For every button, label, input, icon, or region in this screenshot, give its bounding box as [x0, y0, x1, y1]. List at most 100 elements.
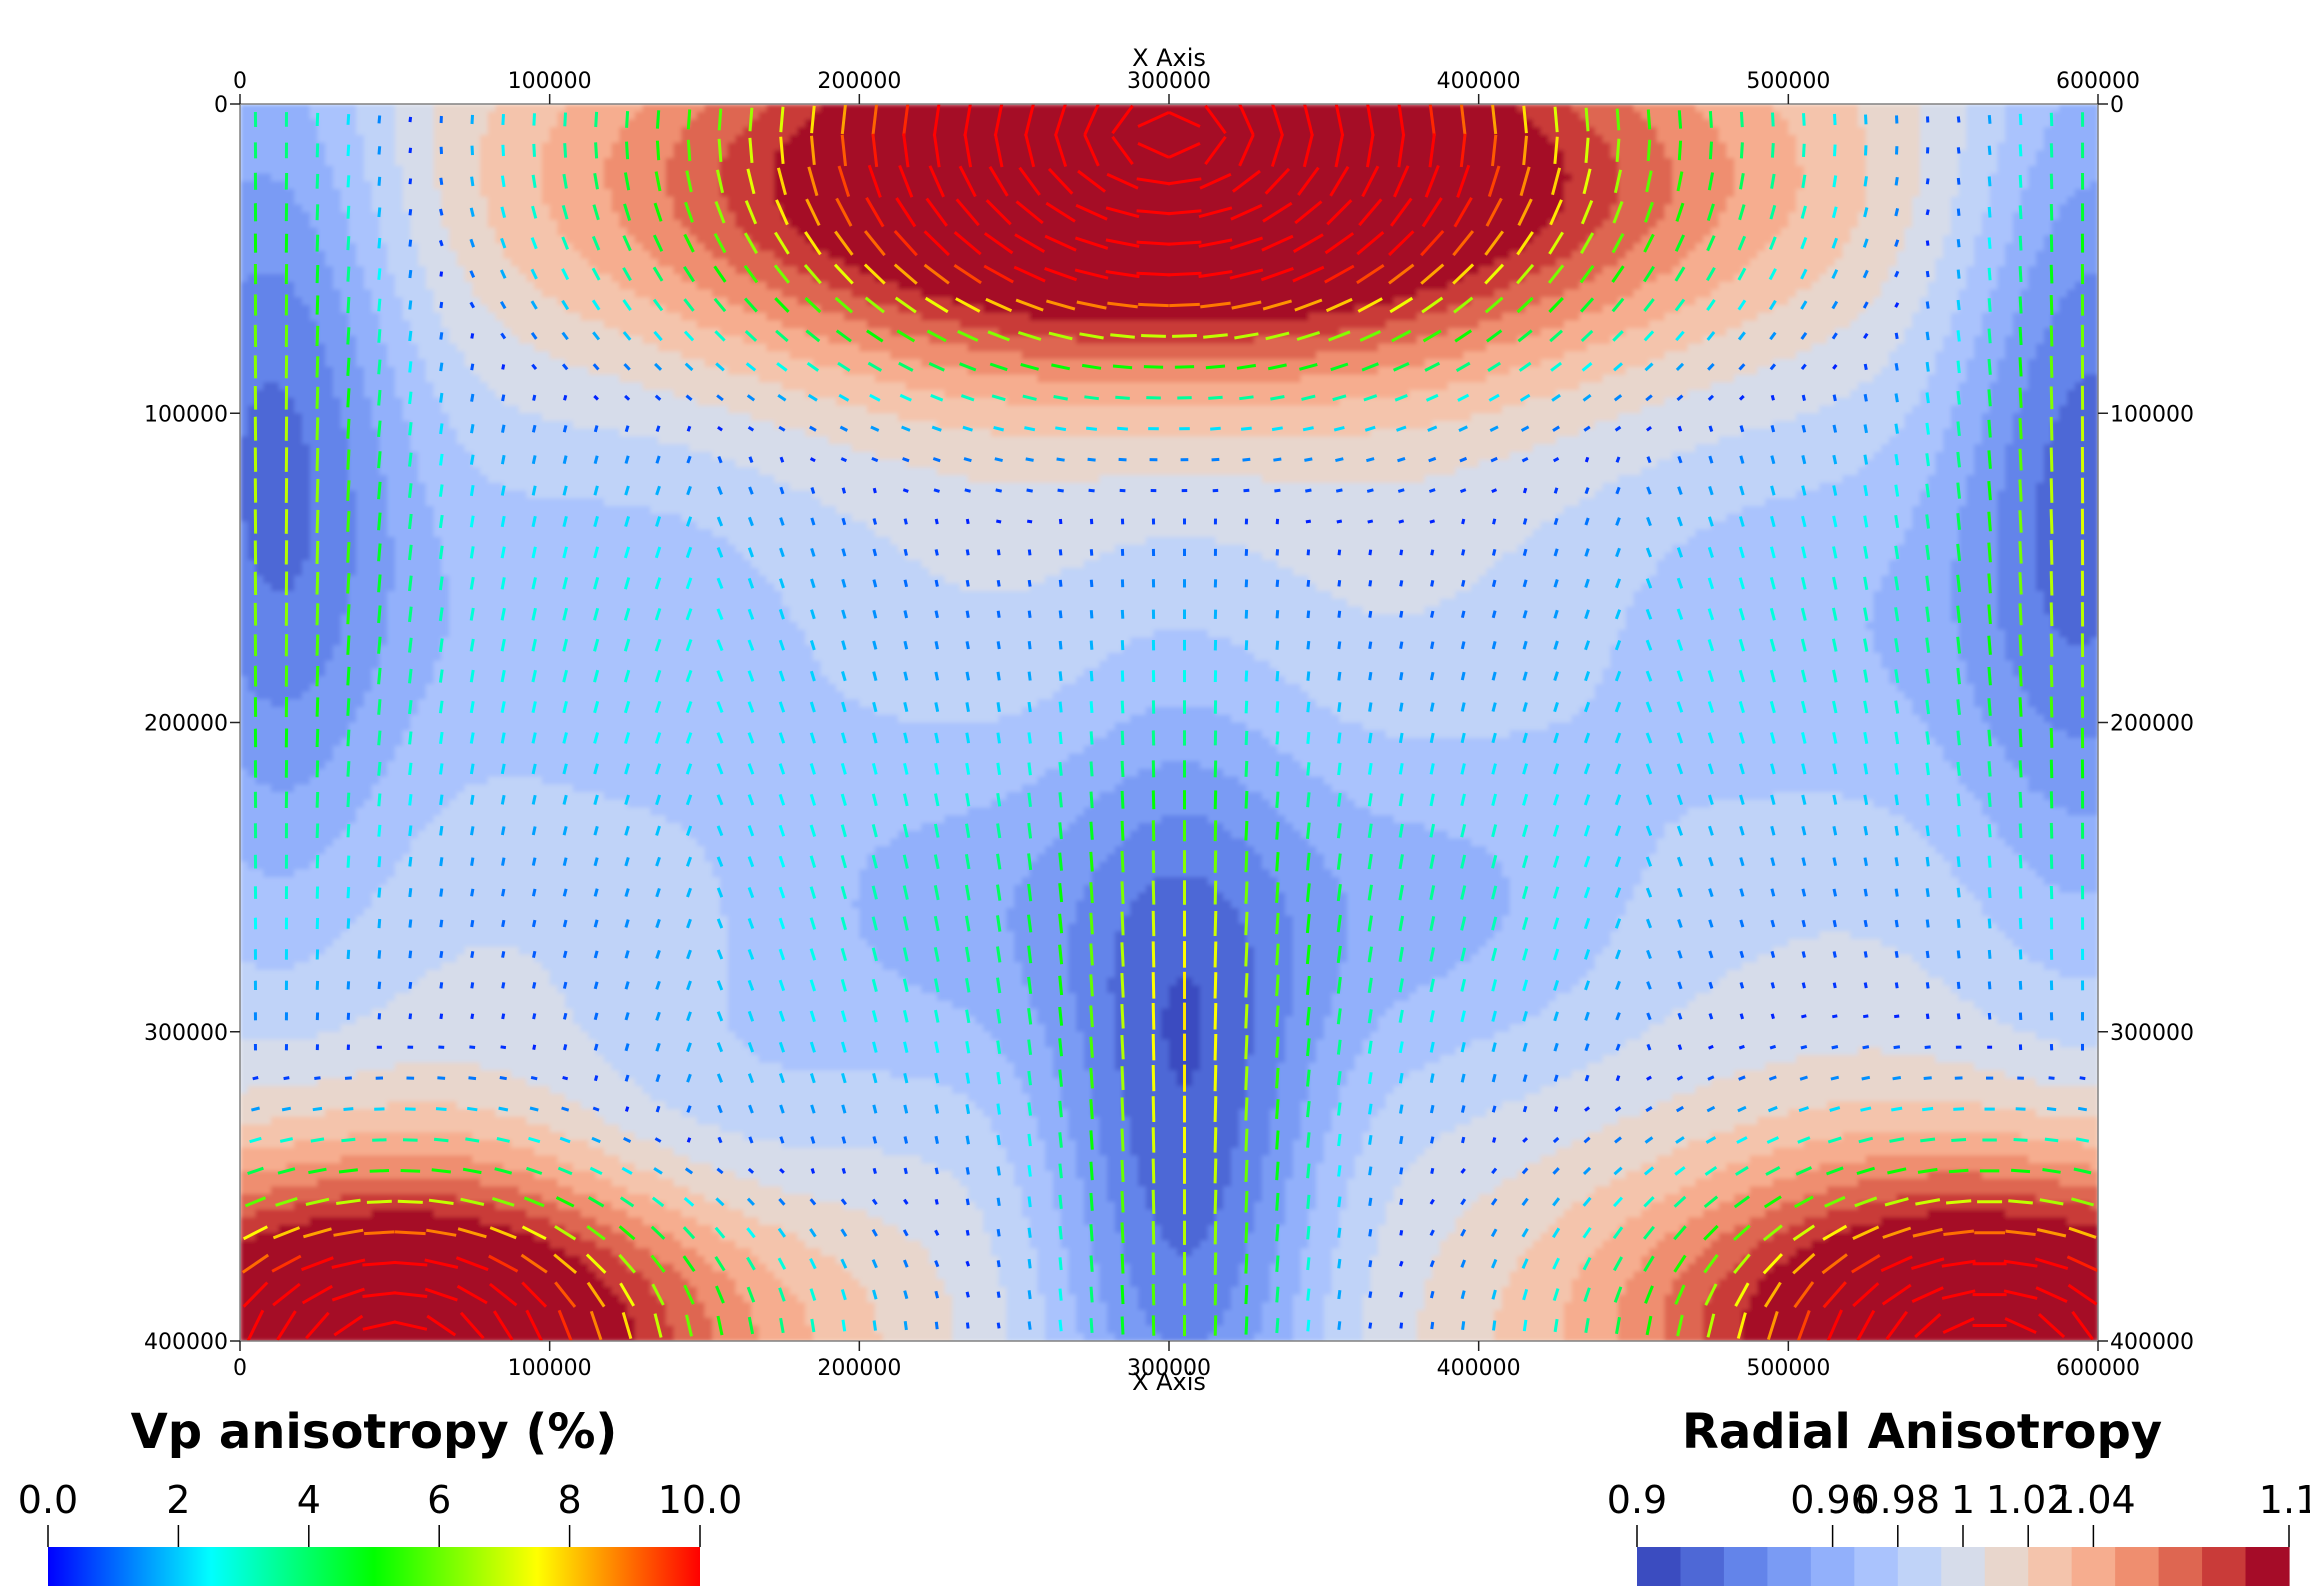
- vp-glyph: [1275, 731, 1280, 745]
- vp-glyph: [1328, 330, 1351, 342]
- contour-cell: [1950, 328, 1983, 337]
- contour-cell: [905, 1232, 992, 1242]
- contour-cell: [317, 676, 373, 685]
- vp-glyph: [408, 239, 413, 247]
- vp-glyph: [1770, 950, 1776, 958]
- contour-cell: [1083, 807, 1279, 817]
- contour-cell: [1687, 1139, 1805, 1149]
- vp-glyph: [775, 199, 789, 226]
- contour-cell: [774, 165, 1565, 175]
- contour-cell: [332, 745, 396, 755]
- vp-glyph: [923, 263, 950, 285]
- contour-cell: [1788, 1225, 1852, 1234]
- contour-cell: [1261, 1186, 1286, 1195]
- contour-cell: [1687, 343, 1813, 353]
- contour-cell: [2036, 158, 2098, 167]
- contour-cell: [1099, 475, 1263, 484]
- contour-cell: [1401, 1078, 1557, 1087]
- vp-glyph: [991, 394, 1006, 402]
- contour-cell: [1656, 459, 1867, 469]
- contour-cell: [2036, 869, 2098, 878]
- contour-cell: [743, 1294, 799, 1304]
- vp-glyph: [1770, 888, 1776, 897]
- contour-cell: [2067, 196, 2098, 206]
- contour-cell: [1014, 892, 1085, 902]
- contour-cell: [1099, 1124, 1132, 1134]
- contour-cell: [1834, 258, 1898, 268]
- vp-glyph: [1863, 332, 1869, 340]
- contour-cell: [247, 521, 311, 531]
- vp-glyph: [1864, 114, 1868, 125]
- contour-cell: [805, 328, 892, 337]
- vp-glyph: [1058, 518, 1063, 525]
- vp-glyph: [408, 269, 413, 279]
- contour-cell: [317, 1078, 528, 1087]
- vp-glyph: [500, 826, 506, 836]
- contour-cell: [673, 212, 737, 221]
- vp-glyph: [1054, 104, 1068, 137]
- contour-cell: [696, 235, 752, 244]
- vp-glyph: [621, 1166, 633, 1175]
- contour-cell: [1378, 1024, 1511, 1033]
- contour-cell: [240, 1147, 535, 1157]
- contour-cell: [433, 150, 481, 159]
- contour-cell: [2028, 366, 2098, 376]
- contour-cell: [464, 359, 566, 368]
- vp-glyph: [346, 698, 351, 716]
- vp-glyph: [470, 982, 475, 989]
- contour-cell: [1478, 459, 1658, 469]
- contour-cell: [1966, 266, 1999, 275]
- contour-cell: [325, 359, 357, 368]
- contour-cell: [1091, 799, 1271, 809]
- contour-cell: [1718, 127, 1790, 136]
- vp-glyph: [1615, 486, 1621, 495]
- vp-glyph: [1739, 425, 1745, 433]
- vp-glyph: [315, 634, 320, 656]
- contour-cell: [2043, 467, 2098, 476]
- vp-glyph: [1460, 854, 1467, 869]
- contour-cell: [572, 1163, 636, 1172]
- vp-glyph: [1579, 232, 1595, 255]
- vp-glyph: [562, 546, 568, 559]
- contour-cell: [356, 335, 381, 345]
- contour-cell: [255, 560, 303, 569]
- contour-cell: [1618, 1116, 1759, 1126]
- vp-glyph: [965, 793, 971, 807]
- contour-cell: [1316, 846, 1488, 855]
- contour-cell: [1672, 1093, 2098, 1103]
- contour-cell: [1927, 475, 1968, 484]
- vp-glyph: [1584, 640, 1591, 651]
- contour-cell: [1083, 1031, 1116, 1041]
- vp-glyph: [1706, 1105, 1716, 1113]
- vp-glyph: [895, 197, 917, 228]
- contour-cell: [603, 1279, 652, 1288]
- vp-glyph: [1614, 887, 1622, 899]
- vp-glyph: [562, 638, 569, 652]
- contour-cell: [898, 830, 1062, 840]
- contour-cell: [340, 297, 373, 306]
- contour-cell: [1138, 892, 1224, 902]
- contour-cell: [1014, 1062, 1054, 1072]
- vp-glyph: [1429, 763, 1435, 775]
- contour-cell: [1269, 1271, 1302, 1280]
- vp-glyph: [1305, 1006, 1311, 1026]
- contour-cell: [843, 366, 969, 376]
- contour-cell: [1563, 181, 1619, 190]
- contour-cell: [1432, 1255, 1519, 1265]
- vp-glyph: [716, 856, 724, 867]
- contour-cell: [1207, 1225, 1255, 1234]
- contour-cell: [696, 1217, 760, 1226]
- contour-cell: [1393, 815, 1681, 824]
- contour-cell: [240, 1024, 342, 1033]
- contour-cell: [240, 931, 342, 940]
- contour-cell: [1927, 969, 2061, 979]
- vp-glyph: [1863, 888, 1868, 897]
- vp-glyph: [281, 1106, 292, 1112]
- contour-cell: [240, 1016, 357, 1025]
- contour-cell: [1618, 923, 1999, 933]
- vp-glyph: [1089, 1130, 1094, 1150]
- vp-glyph: [1552, 793, 1560, 806]
- contour-cell: [1470, 583, 1643, 592]
- vp-glyph: [1430, 549, 1435, 556]
- vp-glyph: [996, 1040, 1002, 1055]
